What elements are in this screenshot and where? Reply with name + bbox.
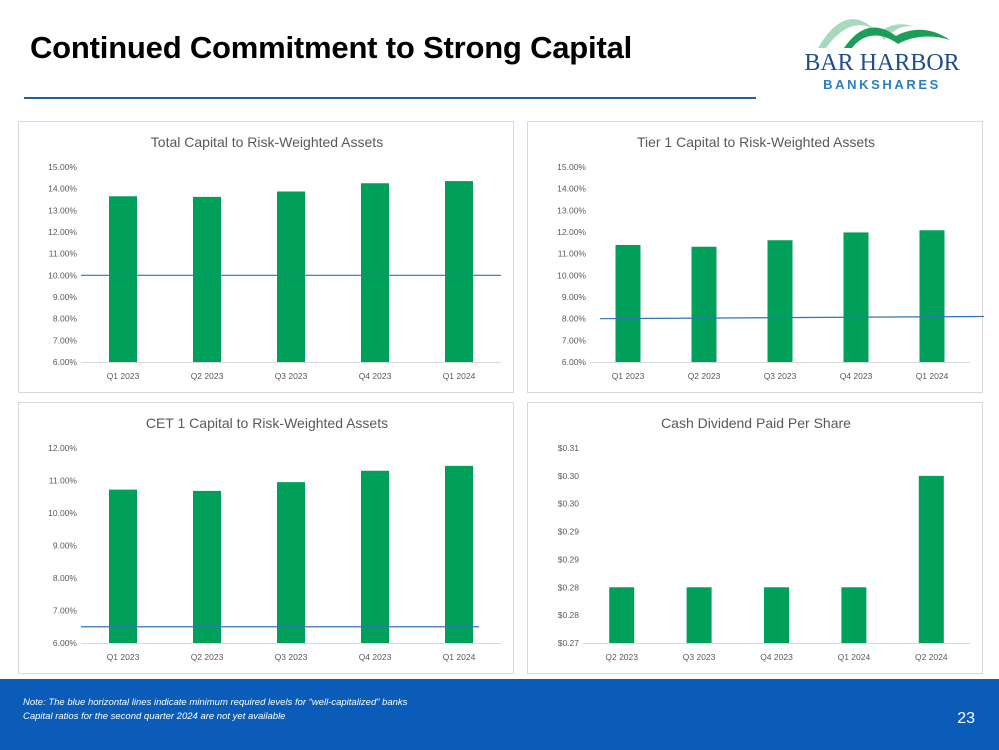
y-tick-label: 6.00% [53,357,78,367]
x-tick-label: Q3 2023 [764,371,797,381]
y-tick-label: 6.00% [53,638,78,648]
y-tick-label: $0.28 [558,582,580,592]
bar-q1-2024 [445,465,473,643]
y-tick-label: 6.00% [562,357,587,367]
y-tick-label: $0.27 [558,638,580,648]
chart-title: CET 1 Capital to Risk-Weighted Assets [146,415,388,431]
y-tick-label: 8.00% [53,573,78,583]
y-tick-label: 7.00% [53,606,78,616]
logo-text-line2: BANKSHARES [823,77,941,92]
bar-q3-2023 [767,240,793,362]
chart-title: Total Capital to Risk-Weighted Assets [151,134,383,150]
logo-graphic: BAR HARBOR BANKSHARES [804,19,960,92]
bar-q2-2023 [609,587,635,643]
y-tick-label: 11.00% [49,249,78,259]
y-tick-label: 11.00% [558,249,587,259]
y-tick-label: 8.00% [53,314,78,324]
logo-text-line1: BAR HARBOR [804,50,959,76]
y-tick-label: $0.31 [558,443,580,453]
x-tick-label: Q1 2023 [107,371,140,381]
x-tick-label: Q1 2023 [107,652,140,662]
x-tick-label: Q2 2024 [915,652,948,662]
y-tick-label: 13.00% [48,205,77,215]
bar-harbor-logo: BAR HARBOR BANKSHARES [800,12,965,102]
chart-panel-total-capital: Total Capital to Risk-Weighted Assets 6.0… [18,121,514,393]
bar-q1-2024 [445,181,473,362]
slide-title: Continued Commitment to Strong Capital [30,30,633,65]
y-tick-label: 9.00% [562,292,587,302]
bar-q1-2024 [841,587,867,643]
bar-q2-2023 [691,246,717,362]
bar-q2-2024 [918,475,944,643]
x-tick-label: Q2 2023 [191,371,224,381]
chart-total-capital: Total Capital to Risk-Weighted Assets 6.0… [48,134,501,381]
y-tick-label: 7.00% [53,335,78,345]
bar-q1-2023 [109,489,137,643]
y-tick-label: 14.00% [48,184,77,194]
y-tick-label: 12.00% [48,443,77,453]
y-tick-label: $0.29 [558,554,580,564]
y-tick-label: 10.00% [48,508,77,518]
chart-cash-dividend: Cash Dividend Paid Per Share $0.27 $0.28 $0… [558,415,970,662]
y-tick-label: 9.00% [53,541,78,551]
bar-q4-2023 [843,232,869,362]
y-tick-label: $0.28 [558,610,580,620]
footer-bar [0,679,999,750]
bar-q1-2024 [919,230,945,362]
bar-q3-2023 [686,587,712,643]
x-tick-label: Q1 2024 [916,371,949,381]
x-tick-label: Q4 2023 [840,371,873,381]
page-number: 23 [957,710,975,727]
x-tick-label: Q2 2023 [605,652,638,662]
y-tick-label: 8.00% [562,314,587,324]
x-tick-label: Q1 2024 [838,652,871,662]
footnote-1: Note: The blue horizontal lines indicate… [23,697,408,708]
y-tick-label: 15.00% [557,162,586,172]
chart-tier1-capital: Tier 1 Capital to Risk-Weighted Assets 6.… [557,134,984,381]
footnote-2: Capital ratios for the second quarter 20… [23,711,286,722]
chart-panel-tier1-capital: Tier 1 Capital to Risk-Weighted Assets 6.… [527,121,984,393]
x-tick-label: Q4 2023 [359,371,392,381]
y-tick-label: 15.00% [48,162,77,172]
x-tick-label: Q3 2023 [683,652,716,662]
y-tick-label: 10.00% [557,270,586,280]
y-tick-label: $0.30 [558,471,580,481]
bar-q4-2023 [764,587,789,643]
y-tick-label: $0.29 [558,527,580,537]
x-tick-label: Q4 2023 [760,652,793,662]
bar-q3-2023 [277,482,305,643]
chart-title: Tier 1 Capital to Risk-Weighted Assets [637,134,875,150]
x-tick-label: Q2 2023 [191,652,224,662]
bar-q2-2023 [193,490,221,643]
y-tick-label: 14.00% [557,184,586,194]
chart-cet1-capital: CET 1 Capital to Risk-Weighted Assets 6.0… [48,415,501,662]
bar-q1-2023 [109,196,137,362]
x-tick-label: Q3 2023 [275,652,308,662]
x-tick-label: Q1 2024 [443,652,476,662]
y-tick-label: 11.00% [49,476,78,486]
bar-q2-2023 [193,196,221,362]
y-tick-label: $0.30 [558,499,580,509]
y-tick-label: 12.00% [48,227,77,237]
bar-q4-2023 [361,183,389,362]
chart-title: Cash Dividend Paid Per Share [661,415,851,431]
bar-q1-2023 [615,245,641,362]
x-tick-label: Q3 2023 [275,371,308,381]
x-tick-label: Q2 2023 [688,371,721,381]
x-tick-label: Q4 2023 [359,652,392,662]
title-underline [24,97,756,99]
bar-q3-2023 [277,191,305,362]
y-tick-label: 12.00% [557,227,586,237]
y-tick-label: 7.00% [562,335,587,345]
y-tick-label: 13.00% [557,205,586,215]
y-tick-label: 9.00% [53,292,78,302]
well-capitalized-threshold-line [599,315,984,320]
x-tick-label: Q1 2023 [612,371,645,381]
chart-panel-cet1-capital: CET 1 Capital to Risk-Weighted Assets 6.0… [18,402,514,674]
bar-q4-2023 [361,470,389,643]
x-tick-label: Q1 2024 [443,371,476,381]
chart-panel-cash-dividend: Cash Dividend Paid Per Share $0.27 $0.28 $0… [527,402,983,674]
y-tick-label: 10.00% [48,270,77,280]
